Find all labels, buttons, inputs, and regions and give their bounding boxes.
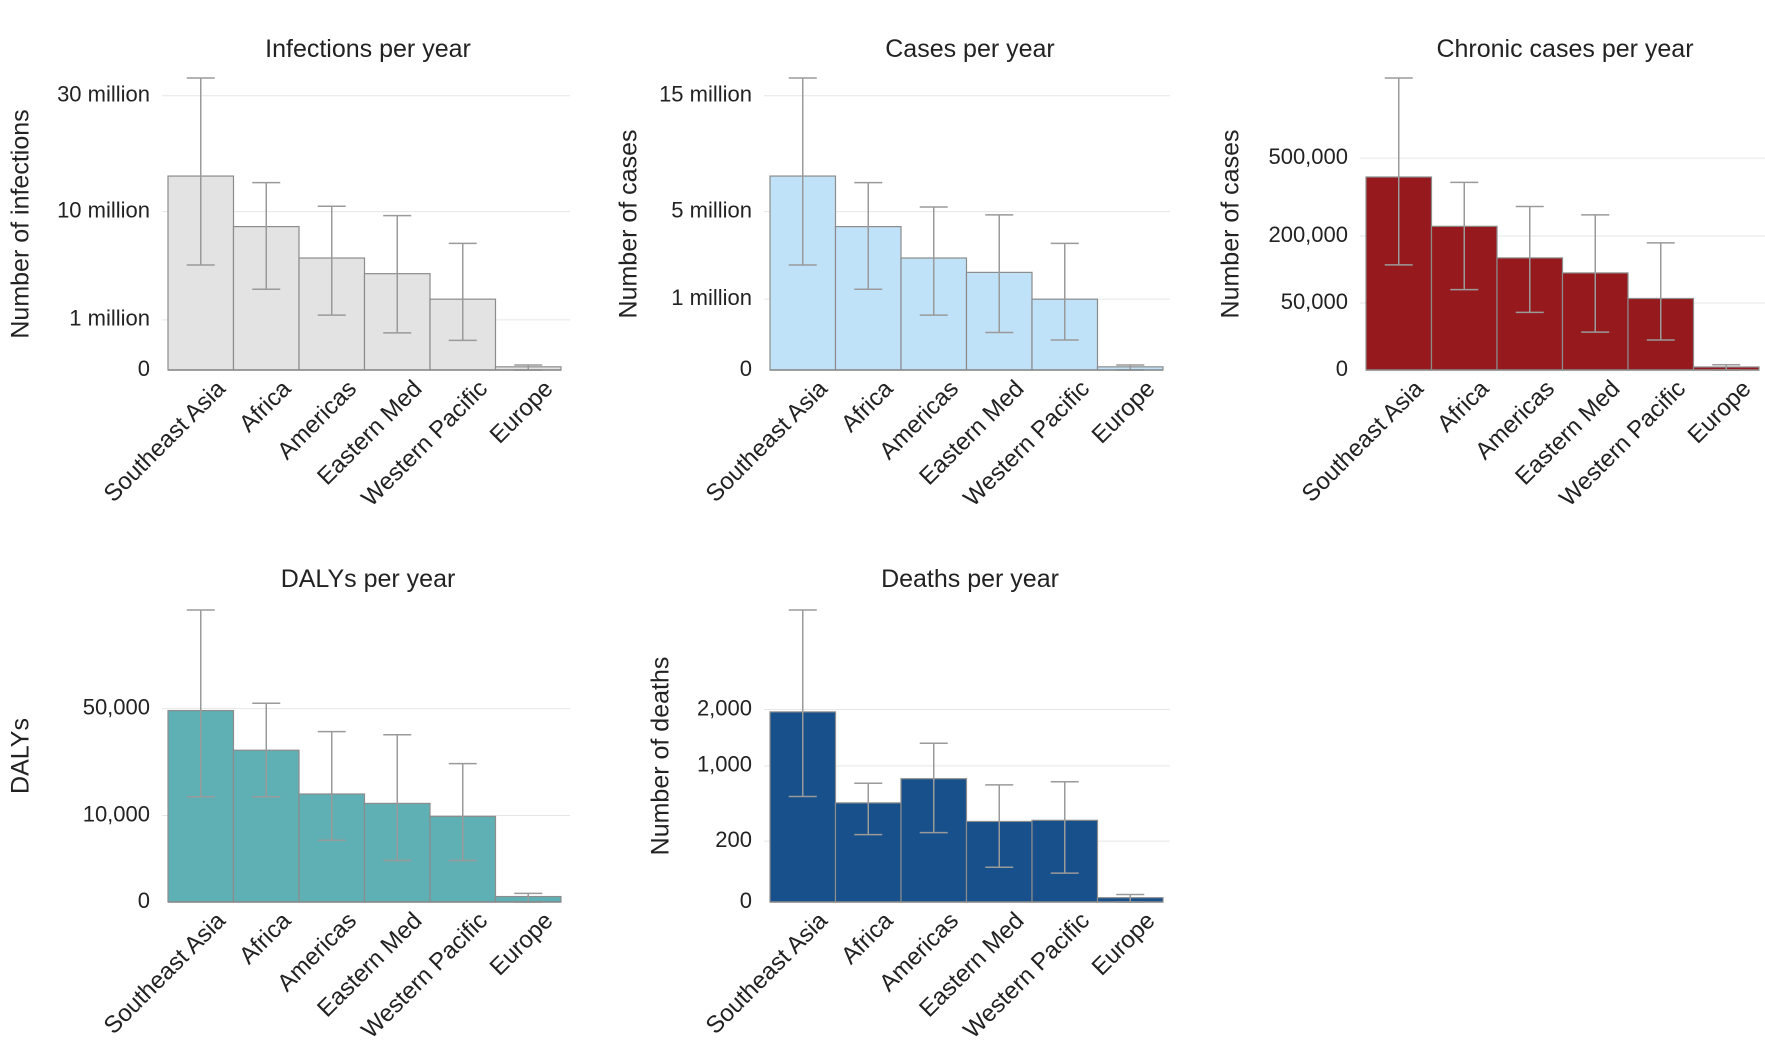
- chart4-error-bar: [252, 702, 281, 798]
- chart2-x-tick-label: Africa: [836, 375, 899, 438]
- chart4-x-tick-label: Europe: [485, 907, 559, 981]
- chart3-y-tick-label: 0: [1336, 356, 1348, 381]
- chart2-y-axis-label: Number of cases: [615, 130, 643, 319]
- chart3-y-tick-label: 200,000: [1268, 222, 1348, 247]
- chart5-y-tick-label: 0: [740, 888, 752, 913]
- chart3-y-tick-label: 500,000: [1268, 144, 1348, 169]
- chart4-panel: DALYs per year DALYs 0 10,000 50,000 Southeas…: [7, 565, 570, 1044]
- chart3-error-bar: [1384, 77, 1413, 266]
- chart2-error-bar: [919, 206, 948, 316]
- chart3-y-tick-label: 50,000: [1281, 289, 1348, 314]
- chart2-error-bar: [1050, 242, 1079, 341]
- chart5-x-tick-label: Southeast Asia: [701, 907, 834, 1040]
- chart1-y-tick-label: 30 million: [57, 82, 150, 107]
- chart2-y-tick-label: 0: [740, 356, 752, 381]
- chart2-error-bar: [788, 77, 817, 266]
- chart4-error-bar: [383, 733, 412, 862]
- chart2-x-tick-label: Southeast Asia: [701, 375, 834, 508]
- chart1-y-tick-label: 10 million: [57, 197, 150, 222]
- chart1-error-bar: [252, 181, 281, 291]
- chart3-x-tick-label: Southeast Asia: [1297, 375, 1430, 508]
- chart5-y-axis-label: Number of deaths: [647, 657, 675, 856]
- chart3-error-bar: [1515, 205, 1544, 314]
- chart4-error-bar: [317, 730, 346, 841]
- chart5-error-bar: [985, 784, 1014, 869]
- chart5-title: Deaths per year: [881, 565, 1059, 593]
- chart1-error-bar: [186, 77, 215, 266]
- chart1-title: Infections per year: [265, 35, 471, 63]
- chart2-x-tick-label: Europe: [1087, 375, 1161, 449]
- chart5-error-bar: [1050, 781, 1079, 874]
- chart2-error-bar: [985, 214, 1014, 334]
- chart4-error-bar: [186, 609, 215, 798]
- chart1-y-tick-label: 0: [138, 356, 150, 381]
- chart4-x-tick-label: Africa: [234, 907, 297, 970]
- chart1-error-bar: [317, 205, 346, 316]
- chart1-x-tick-label: Southeast Asia: [99, 375, 232, 508]
- chart2-y-tick-label: 1 million: [671, 285, 752, 310]
- chart3-panel: Chronic cases per year Number of cases 0 50…: [1217, 35, 1765, 512]
- chart5-error-bar: [919, 742, 948, 834]
- chart3-x-tick-label: Europe: [1683, 375, 1757, 449]
- chart2-y-tick-label: 15 million: [659, 82, 752, 107]
- chart5-x-tick-label: Europe: [1087, 907, 1161, 981]
- chart3-y-axis-label: Number of cases: [1217, 130, 1245, 319]
- chart2-panel: Cases per year Number of cases 0 1 million 5…: [615, 35, 1170, 512]
- chart5-y-tick-label: 200: [715, 827, 752, 852]
- chart1-x-tick-label: Europe: [485, 375, 559, 449]
- chart5-error-bar: [788, 609, 817, 798]
- chart3-error-bar: [1646, 242, 1675, 341]
- chart2-error-bar: [854, 181, 883, 291]
- chart3-title: Chronic cases per year: [1436, 35, 1693, 63]
- chart4-y-axis-label: DALYs: [7, 718, 35, 794]
- chart2-title: Cases per year: [885, 35, 1055, 63]
- chart5-x-tick-label: Africa: [836, 907, 899, 970]
- chart3-error-bar: [1450, 181, 1479, 291]
- chart3-x-tick-label: Africa: [1432, 375, 1495, 438]
- chart4-error-bar: [448, 762, 477, 862]
- chart5-panel: Deaths per year Number of deaths 0 200 1,000…: [647, 565, 1170, 1044]
- chart5-error-bar: [854, 782, 883, 836]
- chart1-y-tick-label: 1 million: [69, 306, 150, 331]
- chart3-error-bar: [1581, 214, 1610, 333]
- chart1-panel: Infections per year Number of infections 0…: [7, 35, 570, 512]
- chart1-x-tick-label: Africa: [234, 375, 297, 438]
- chart4-y-tick-label: 0: [138, 888, 150, 913]
- chart4-title: DALYs per year: [281, 565, 456, 593]
- chart1-error-bar: [448, 242, 477, 342]
- chart5-y-tick-label: 1,000: [697, 752, 752, 777]
- chart4-y-tick-label: 50,000: [83, 694, 150, 719]
- chart5-y-tick-label: 2,000: [697, 695, 752, 720]
- chart4-y-tick-label: 10,000: [83, 801, 150, 826]
- chart1-error-bar: [383, 214, 412, 334]
- chart4-x-tick-label: Southeast Asia: [99, 907, 232, 1040]
- chart1-y-axis-label: Number of infections: [7, 109, 35, 338]
- chart2-y-tick-label: 5 million: [671, 197, 752, 222]
